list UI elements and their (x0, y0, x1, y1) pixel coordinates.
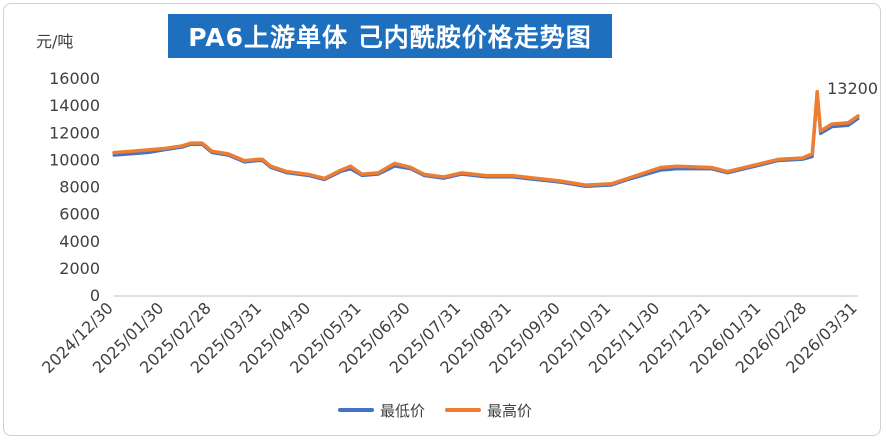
y-tick-label: 14000 (49, 96, 100, 115)
series-line-low (112, 95, 860, 188)
y-axis-unit-label: 元/吨 (36, 32, 74, 51)
y-tick-label: 10000 (49, 150, 100, 169)
chart-title: PA6上游单体 己内酰胺价格走势图 (168, 14, 612, 58)
y-tick-label: 2000 (59, 259, 100, 278)
y-tick-label: 12000 (49, 123, 100, 142)
data-label-13200: 13200 (827, 79, 878, 98)
legend-label-high: 最高价 (487, 401, 533, 420)
legend-item-low: 最低价 (338, 400, 425, 421)
y-tick-label: 4000 (59, 232, 100, 251)
y-tick-label: 16000 (49, 69, 100, 88)
legend-swatch-high (445, 408, 482, 412)
legend-swatch-low (338, 408, 374, 412)
y-tick-label: 6000 (59, 205, 100, 224)
chart-frame (3, 3, 881, 436)
chart-legend: 最低价 最高价 (338, 400, 532, 420)
y-tick-label: 8000 (59, 178, 100, 197)
legend-item-high: 最高价 (445, 400, 532, 421)
series-line-high (112, 89, 860, 187)
legend-label-low: 最低价 (380, 401, 426, 420)
y-tick-label: 0 (90, 286, 100, 305)
